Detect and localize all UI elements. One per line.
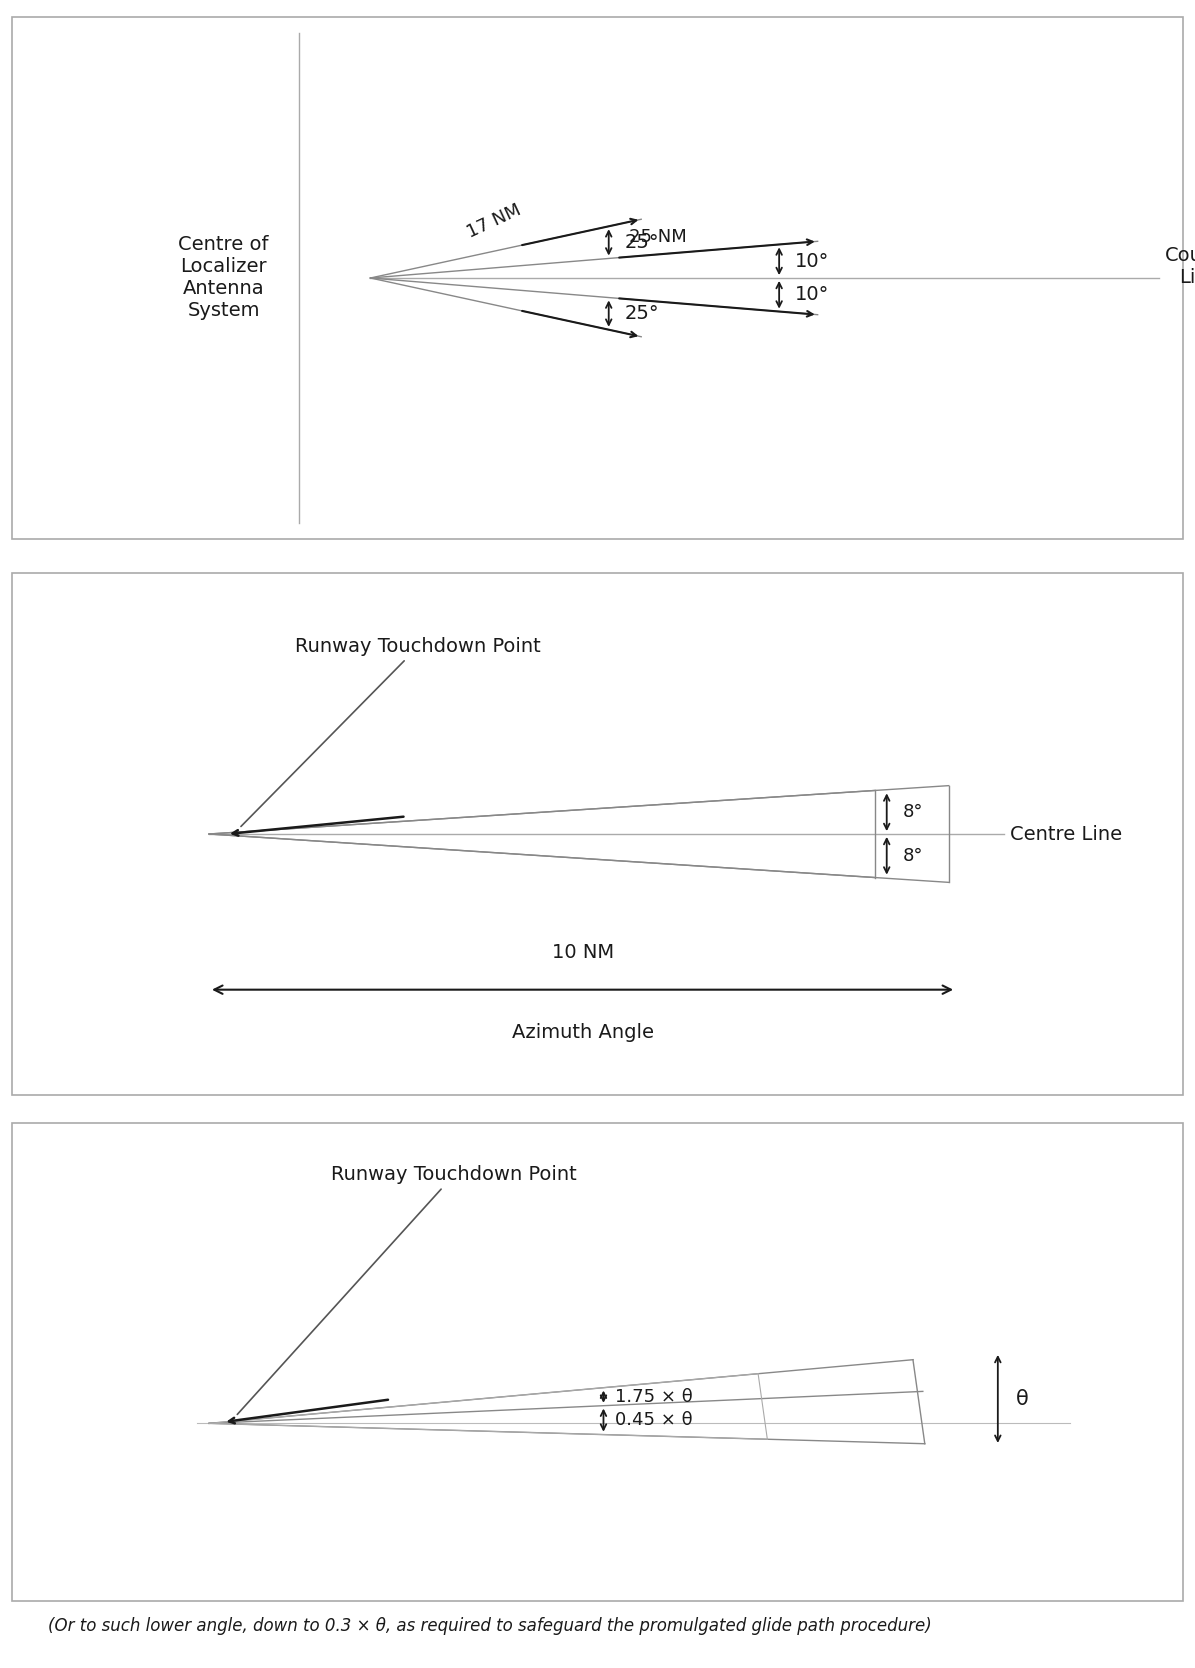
Text: Runway Touchdown Point: Runway Touchdown Point: [241, 637, 541, 826]
Text: 25 NM: 25 NM: [629, 229, 686, 245]
Bar: [12, 1123, 1183, 1601]
Text: 0.45 × θ: 0.45 × θ: [615, 1411, 693, 1429]
Text: Course
Line: Course Line: [1165, 247, 1195, 287]
Text: Centre Line: Centre Line: [1010, 824, 1122, 844]
Text: θ: θ: [1016, 1389, 1029, 1409]
Text: 1.75 × θ: 1.75 × θ: [615, 1388, 693, 1406]
Text: Centre of
Localizer
Antenna
System: Centre of Localizer Antenna System: [178, 235, 269, 320]
Text: 8°: 8°: [902, 804, 923, 821]
Text: 25°: 25°: [624, 304, 658, 324]
Text: (Or to such lower angle, down to 0.3 × θ, as required to safeguard the promulgat: (Or to such lower angle, down to 0.3 × θ…: [48, 1618, 932, 1635]
Text: 25°: 25°: [624, 234, 658, 252]
Text: 8°: 8°: [902, 847, 923, 864]
Text: 17 NM: 17 NM: [465, 200, 525, 242]
Text: Azimuth Angle: Azimuth Angle: [511, 1022, 654, 1042]
Text: 10 NM: 10 NM: [552, 942, 613, 962]
Text: 10°: 10°: [795, 285, 829, 304]
Text: 10°: 10°: [795, 252, 829, 270]
Text: Runway Touchdown Point: Runway Touchdown Point: [238, 1166, 577, 1414]
